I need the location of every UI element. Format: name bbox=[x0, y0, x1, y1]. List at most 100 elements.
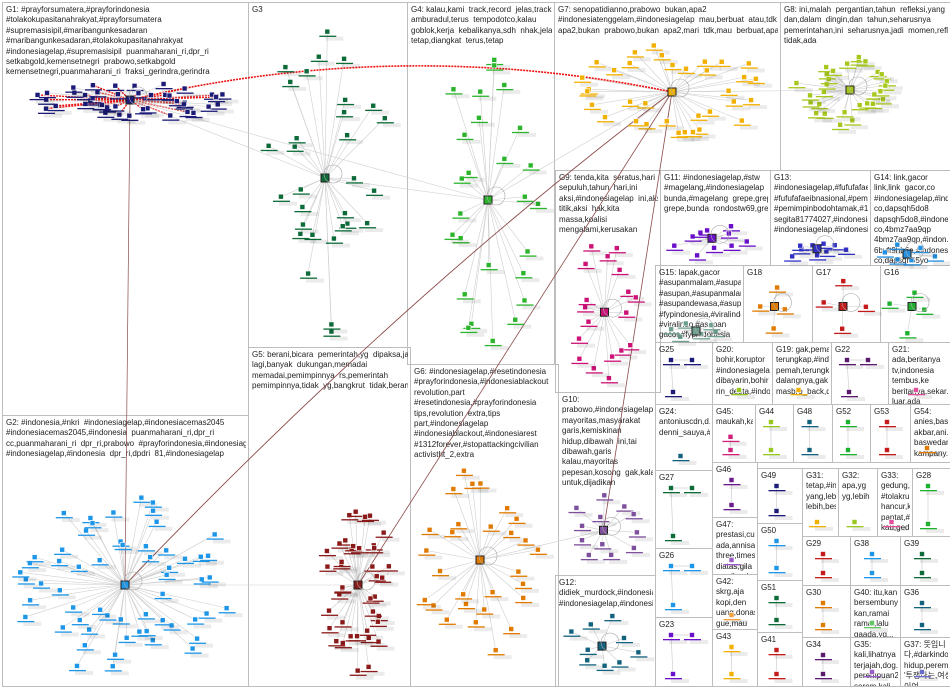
node-label-shadow bbox=[846, 427, 864, 431]
node-g2 bbox=[205, 552, 211, 559]
node-g27 bbox=[670, 533, 676, 539]
self-loop bbox=[670, 78, 690, 98]
node-g3 bbox=[324, 28, 331, 35]
node-label-line bbox=[723, 249, 741, 252]
node-label-shadow bbox=[842, 117, 861, 122]
node-label-line bbox=[839, 67, 857, 69]
node-label-line bbox=[319, 35, 337, 37]
node-g2 bbox=[136, 628, 143, 635]
node-g32 bbox=[851, 519, 858, 525]
node-label-line bbox=[333, 568, 351, 570]
node-label-line bbox=[903, 264, 921, 266]
node-label-line bbox=[304, 238, 322, 241]
node-label-line bbox=[380, 570, 398, 572]
node-label-line bbox=[876, 256, 894, 258]
node-g2 bbox=[70, 604, 76, 611]
node-label-line bbox=[859, 107, 877, 109]
node-label-shadow bbox=[522, 201, 541, 206]
node-g13 bbox=[797, 242, 803, 249]
node-label-line bbox=[77, 107, 95, 110]
edge bbox=[120, 584, 126, 620]
edge bbox=[59, 584, 126, 591]
node-label-line bbox=[752, 310, 770, 312]
node-label-shadow bbox=[583, 268, 602, 273]
node-label-line bbox=[133, 501, 151, 503]
node-label-line bbox=[850, 61, 868, 63]
node-label-shadow bbox=[339, 566, 358, 571]
node-label-line bbox=[926, 260, 944, 262]
edge bbox=[579, 312, 605, 359]
node-label-line bbox=[914, 577, 931, 579]
node-g4 bbox=[491, 62, 498, 69]
node-label-shadow bbox=[160, 625, 179, 630]
node-label-line bbox=[826, 249, 844, 251]
node-label-line bbox=[336, 116, 354, 118]
node-label-line bbox=[318, 554, 336, 557]
edge bbox=[463, 470, 481, 561]
node-g1 bbox=[166, 92, 173, 99]
node-label-line bbox=[684, 364, 701, 366]
node-label-shadow bbox=[478, 488, 497, 493]
edge bbox=[327, 566, 359, 586]
node-g8 bbox=[841, 109, 848, 116]
node-label-line bbox=[622, 349, 640, 351]
edge bbox=[302, 177, 326, 208]
node-label-line bbox=[331, 598, 349, 600]
edge bbox=[324, 58, 345, 179]
group-label: G18 bbox=[747, 268, 763, 277]
node-label-shadow bbox=[343, 104, 362, 109]
node-label-shadow bbox=[713, 336, 732, 341]
node-label-line bbox=[515, 601, 533, 604]
node-label-line bbox=[765, 332, 783, 334]
edge bbox=[479, 559, 485, 610]
node-label-shadow bbox=[838, 129, 857, 134]
edge bbox=[324, 177, 375, 191]
edge bbox=[318, 56, 326, 179]
node-label-shadow bbox=[199, 584, 218, 589]
group-label: G5: berani,bicara pemerintah,yg dipaksa,… bbox=[252, 350, 408, 391]
node-label-shadow bbox=[728, 455, 747, 459]
edge bbox=[479, 91, 489, 201]
node-label-line bbox=[38, 103, 56, 105]
node-label-line bbox=[310, 60, 328, 63]
node-label-shadow bbox=[586, 326, 605, 331]
node-g25 bbox=[668, 357, 674, 363]
edge bbox=[357, 584, 368, 631]
node-label-shadow bbox=[105, 112, 124, 117]
edge bbox=[629, 91, 673, 102]
node-label-line bbox=[144, 644, 162, 646]
group-label: G2: #indonesia,#nkri #indonesiagelap,#in… bbox=[6, 418, 246, 459]
node-label-line bbox=[82, 104, 100, 106]
group-label: G22 bbox=[835, 345, 851, 354]
node-g7 bbox=[753, 76, 759, 82]
node-label-line bbox=[809, 526, 826, 528]
node-label-shadow bbox=[712, 252, 731, 257]
edge bbox=[671, 91, 752, 101]
node-label-shadow bbox=[669, 334, 688, 339]
node-g6 bbox=[455, 521, 462, 527]
node-label-shadow bbox=[190, 653, 209, 658]
node-g3 bbox=[293, 135, 300, 141]
node-label-line bbox=[594, 548, 612, 550]
node-g27 bbox=[689, 485, 695, 491]
group-label: G11: #indonesiagelap,#stw #magelang,#ind… bbox=[664, 173, 768, 214]
node-label-shadow bbox=[365, 228, 384, 233]
node-label-shadow bbox=[167, 572, 186, 577]
edge bbox=[268, 145, 326, 179]
node-label-shadow bbox=[659, 60, 678, 65]
edge bbox=[92, 84, 131, 101]
node-label-shadow bbox=[594, 67, 613, 72]
node-label-shadow bbox=[139, 502, 158, 507]
node-label-shadow bbox=[690, 571, 708, 575]
node-label-shadow bbox=[683, 73, 702, 78]
node-label-shadow bbox=[815, 527, 833, 531]
node-label-line bbox=[118, 641, 136, 644]
node-g4 bbox=[449, 231, 456, 238]
node-label-shadow bbox=[325, 36, 344, 41]
node-g2 bbox=[97, 606, 103, 613]
node-label-line bbox=[857, 310, 875, 313]
edge bbox=[73, 87, 131, 101]
edge bbox=[591, 246, 605, 313]
node-label-shadow bbox=[671, 679, 689, 683]
